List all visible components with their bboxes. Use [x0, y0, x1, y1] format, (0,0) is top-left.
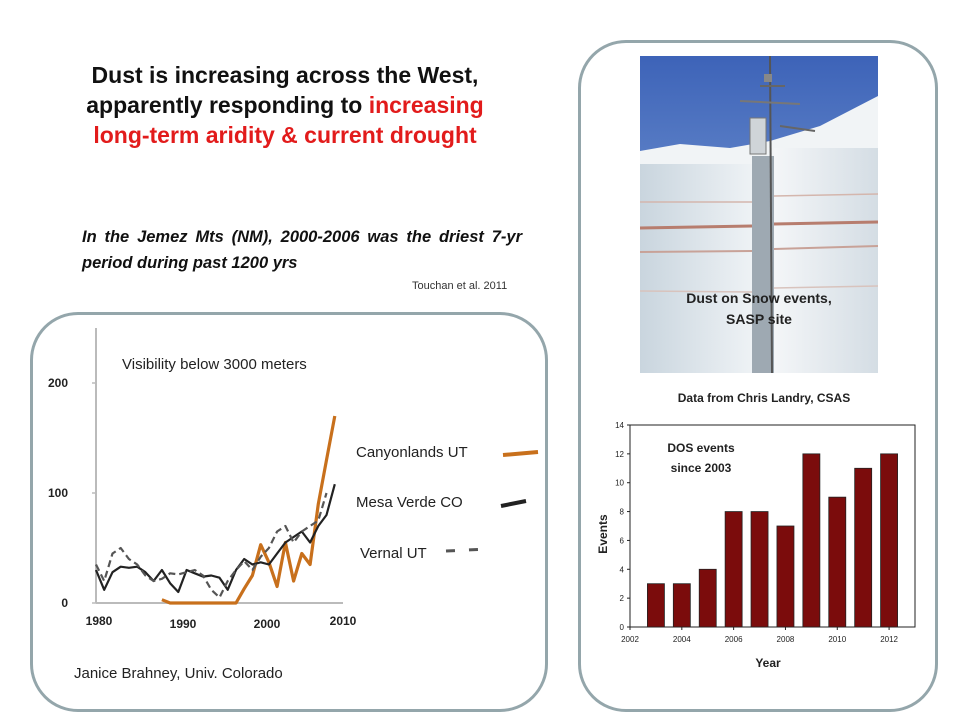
dos-y-tick-label: 14	[615, 421, 624, 430]
dos-y-tick-label: 0	[620, 623, 625, 632]
dos-chart-title-line-2: since 2003	[671, 461, 732, 475]
legend-label: Mesa Verde CO	[356, 494, 463, 511]
visibility-panel	[30, 312, 548, 712]
left-credit: Janice Brahney, Univ. Colorado	[74, 665, 283, 682]
dos-bar	[724, 511, 743, 628]
photo-caption-line-2: SASP site	[726, 311, 792, 327]
dos-y-tick-label: 2	[620, 594, 625, 603]
dos-bar	[828, 496, 847, 628]
dos-bar	[698, 568, 717, 628]
title-line-2-red: increasing	[368, 92, 484, 118]
dos-bar	[802, 453, 821, 628]
dos-x-tick-label: 2010	[828, 635, 846, 644]
dos-x-tick-label: 2006	[725, 635, 743, 644]
series-line-vernal-ut	[95, 492, 328, 599]
photo-caption-line-1: Dust on Snow events,	[686, 290, 832, 306]
vis-x-tick-label: 1980	[86, 614, 113, 628]
dos-bar	[750, 511, 769, 628]
dos-bar	[854, 467, 873, 628]
vis-x-tick-label: 1990	[170, 617, 197, 631]
vis-x-tick-label: 2010	[330, 614, 357, 628]
legend-label: Vernal UT	[360, 545, 427, 562]
vis-chart-title: Visibility below 3000 meters	[122, 356, 307, 373]
vis-y-tick-label: 200	[48, 376, 68, 390]
vis-y-tick-label: 100	[48, 486, 68, 500]
series-line-mesa-verde-co	[94, 483, 336, 594]
dos-x-tick-label: 2004	[673, 635, 691, 644]
dos-x-axis-label: Year	[755, 656, 781, 670]
dos-bar	[672, 583, 691, 628]
title-line-1: Dust is increasing across the West,	[91, 62, 479, 88]
dos-y-tick-label: 12	[615, 450, 624, 459]
vis-x-tick-label: 2000	[254, 617, 281, 631]
dos-bar	[647, 583, 665, 628]
legend-swatch	[445, 547, 489, 553]
dos-plot-frame	[629, 424, 916, 628]
legend-swatch	[502, 450, 539, 457]
dos-x-tick-label: 2008	[777, 635, 795, 644]
dos-bar	[776, 525, 795, 628]
dos-y-axis-label: Events	[596, 514, 610, 554]
jemez-quote: In the Jemez Mts (NM), 2000-2006 was the…	[82, 228, 522, 272]
photo-caption: Dust on Snow events, SASP site	[640, 288, 878, 330]
dos-y-tick-label: 4	[620, 565, 625, 574]
vis-y-tick-label: 0	[61, 596, 68, 610]
slide-title: Dust is increasing across the West, appa…	[30, 60, 540, 150]
dos-y-tick-label: 10	[615, 479, 624, 488]
title-line-2-black: apparently responding to	[86, 92, 369, 118]
dos-chart-title-line-1: DOS events	[667, 441, 735, 455]
legend-swatch	[500, 499, 527, 508]
dos-bar	[880, 453, 898, 628]
legend-label: Canyonlands UT	[356, 444, 468, 461]
dos-x-tick-label: 2012	[880, 635, 898, 644]
citation: Touchan et al. 2011	[412, 280, 508, 292]
dos-y-tick-label: 6	[620, 536, 625, 545]
dos-y-tick-label: 8	[620, 508, 625, 517]
snow-pit-photo	[640, 56, 878, 373]
series-line-canyonlands-ut	[161, 415, 337, 605]
title-line-3: long-term aridity & current drought	[93, 122, 477, 148]
right-credit: Data from Chris Landry, CSAS	[677, 391, 851, 405]
title-line-2: apparently responding to increasing	[30, 90, 540, 120]
dos-x-tick-label: 2002	[621, 635, 639, 644]
